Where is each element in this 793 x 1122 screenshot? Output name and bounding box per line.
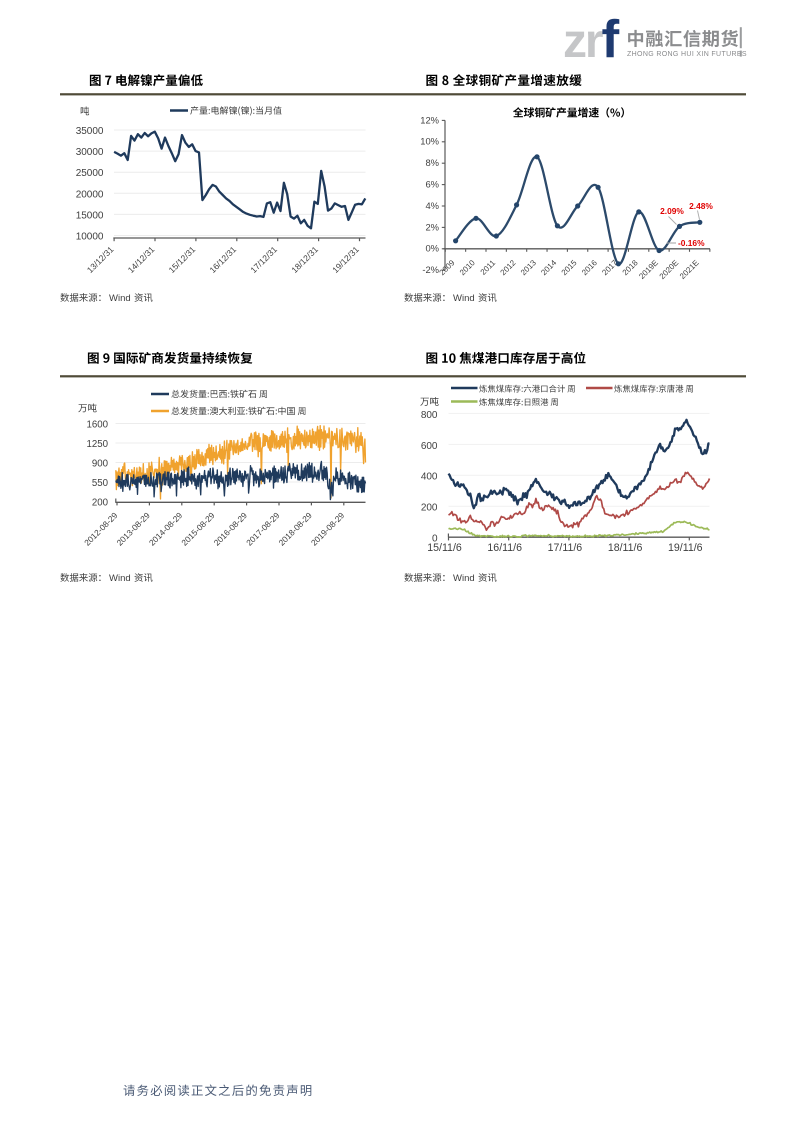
svg-text:Wind: Wind xyxy=(109,293,131,304)
svg-text:Wind: Wind xyxy=(453,293,475,304)
svg-text:1250: 1250 xyxy=(86,439,108,450)
svg-text:25000: 25000 xyxy=(76,168,104,179)
svg-text:-0.16%: -0.16% xyxy=(678,238,705,248)
svg-text:8%: 8% xyxy=(425,157,439,168)
svg-text:-2%: -2% xyxy=(422,264,439,275)
svg-text:0%: 0% xyxy=(425,243,439,254)
svg-text:2.48%: 2.48% xyxy=(689,201,713,211)
svg-text:20000: 20000 xyxy=(76,189,104,200)
svg-text:6%: 6% xyxy=(425,179,439,190)
svg-text:16/11/6: 16/11/6 xyxy=(487,542,522,554)
svg-text:15/11/6: 15/11/6 xyxy=(427,542,462,554)
svg-text:Wind: Wind xyxy=(109,573,131,584)
svg-text:Wind: Wind xyxy=(453,573,475,584)
svg-text:19/11/6: 19/11/6 xyxy=(668,542,703,554)
svg-text:35000: 35000 xyxy=(76,126,104,137)
svg-text:4%: 4% xyxy=(425,200,439,211)
svg-text:17/11/6: 17/11/6 xyxy=(548,542,583,554)
svg-text:400: 400 xyxy=(421,472,438,483)
svg-text:2.09%: 2.09% xyxy=(660,206,684,216)
svg-text:15000: 15000 xyxy=(76,210,104,221)
svg-text:30000: 30000 xyxy=(76,147,104,158)
svg-text:12%: 12% xyxy=(420,114,439,125)
svg-text:18/11/6: 18/11/6 xyxy=(608,542,643,554)
svg-text:200: 200 xyxy=(421,503,438,514)
svg-text:550: 550 xyxy=(92,478,109,489)
svg-text:800: 800 xyxy=(421,410,438,421)
svg-text:10000: 10000 xyxy=(76,232,104,243)
svg-text:1600: 1600 xyxy=(86,419,108,430)
svg-text:900: 900 xyxy=(92,458,109,469)
svg-text:200: 200 xyxy=(92,497,109,508)
svg-text:0: 0 xyxy=(432,534,438,545)
svg-text:2%: 2% xyxy=(425,221,439,232)
svg-text:ZHONG RONG HUI XIN FUTURES: ZHONG RONG HUI XIN FUTURES xyxy=(627,51,747,58)
svg-text:10%: 10% xyxy=(420,136,439,147)
svg-text:600: 600 xyxy=(421,441,438,452)
